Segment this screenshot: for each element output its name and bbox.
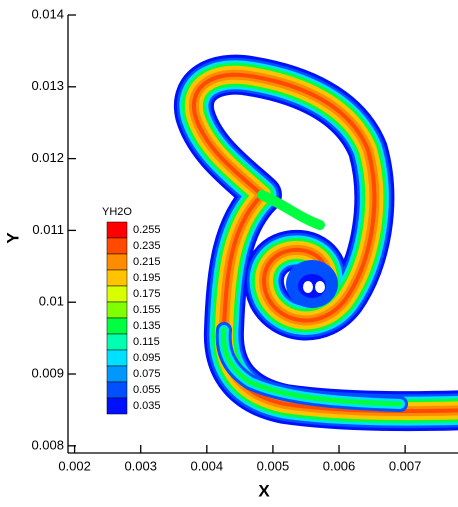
x-axis-label: X [258, 481, 270, 500]
legend-swatch [106, 237, 128, 255]
legend-title: YH2O [102, 206, 132, 218]
y-axis-label: Y [3, 232, 22, 244]
x-tick-label: 0.003 [124, 458, 157, 473]
y-tick-label: 0.011 [32, 222, 64, 237]
legend-swatch [106, 269, 128, 287]
legend-swatch [106, 397, 128, 415]
legend-swatch [106, 301, 128, 319]
legend-swatch [106, 349, 128, 367]
x-tick-label: 0.007 [389, 458, 422, 473]
y-tick-label: 0.014 [31, 6, 64, 21]
y-tick-label: 0.012 [31, 150, 64, 165]
legend-label: 0.195 [133, 272, 161, 284]
contour-band [221, 327, 403, 407]
y-tick-label: 0.01 [39, 294, 64, 309]
legend-swatch [106, 253, 128, 271]
legend-swatch [106, 221, 128, 239]
legend-label: 0.115 [133, 336, 160, 348]
legend-label: 0.175 [133, 288, 161, 300]
legend-swatch [106, 317, 128, 335]
contour-field [173, 54, 458, 432]
legend-label: 0.255 [133, 224, 161, 236]
legend-label: 0.075 [133, 368, 161, 380]
legend-swatch [106, 381, 128, 399]
y-tick-label: 0.009 [31, 365, 64, 380]
legend-label: 0.095 [133, 352, 161, 364]
legend-label: 0.135 [133, 320, 161, 332]
legend-label: 0.215 [133, 256, 161, 268]
legend-swatch [106, 285, 128, 303]
legend-swatch [106, 333, 128, 351]
x-tick-label: 0.006 [323, 458, 356, 473]
x-tick-label: 0.005 [257, 458, 290, 473]
legend-label: 0.155 [133, 304, 161, 316]
vortex-eye [315, 281, 325, 293]
x-tick-label: 0.002 [58, 458, 91, 473]
legend-label: 0.035 [133, 400, 161, 412]
vortex-eye [303, 281, 313, 293]
y-tick-label: 0.008 [31, 437, 64, 452]
contour-band [257, 190, 325, 230]
legend-label: 0.055 [133, 384, 161, 396]
x-tick-label: 0.004 [191, 458, 224, 473]
legend-swatch [106, 365, 128, 383]
y-tick-label: 0.013 [31, 78, 64, 93]
legend-label: 0.235 [133, 240, 161, 252]
